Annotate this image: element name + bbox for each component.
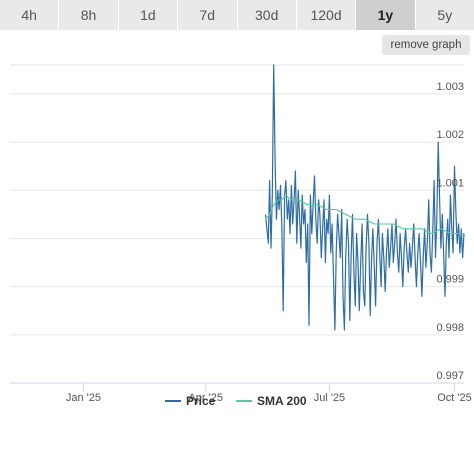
range-tabs: 4h 8h 1d 7d 30d 120d 1y 5y <box>0 0 474 30</box>
tab-1y[interactable]: 1y <box>356 0 416 30</box>
tab-1d[interactable]: 1d <box>118 0 179 30</box>
y-tick-label: 0.999 <box>436 274 464 286</box>
price-line <box>264 64 465 331</box>
x-tick-label: Apr '25 <box>188 392 223 404</box>
y-tick-label: 1.003 <box>436 81 464 93</box>
tab-120d[interactable]: 120d <box>296 0 357 30</box>
y-tick-label: 1.002 <box>436 129 464 141</box>
legend-label: SMA 200 <box>257 394 307 408</box>
legend[interactable]: Price SMA 200 <box>165 394 307 408</box>
x-tick-label: Jan '25 <box>66 392 101 404</box>
tab-5y[interactable]: 5y <box>415 0 474 30</box>
legend-label: Price <box>186 394 216 408</box>
sma-200-line <box>265 194 464 235</box>
tab-30d[interactable]: 30d <box>237 0 297 30</box>
x-tick-label: Jul '25 <box>314 392 345 404</box>
series-layer <box>264 64 465 331</box>
remove-graph-button[interactable]: remove graph <box>382 35 470 55</box>
y-tick-label: 0.997 <box>436 370 464 382</box>
legend-item-sma-200[interactable]: SMA 200 <box>236 394 307 408</box>
legend-item-price[interactable]: Price <box>165 394 216 408</box>
y-tick-label: 0.998 <box>436 322 464 334</box>
grid <box>10 64 464 384</box>
tab-4h[interactable]: 4h <box>0 0 60 30</box>
x-tick-label: Oct '25 <box>437 392 472 404</box>
y-tick-label: 1.001 <box>436 177 464 189</box>
tab-8h[interactable]: 8h <box>59 0 119 30</box>
tab-7d[interactable]: 7d <box>178 0 238 30</box>
axes: 0.997 0.998 0.999 1.001 1.002 1.003 Jan '25 Apr… <box>66 81 472 404</box>
